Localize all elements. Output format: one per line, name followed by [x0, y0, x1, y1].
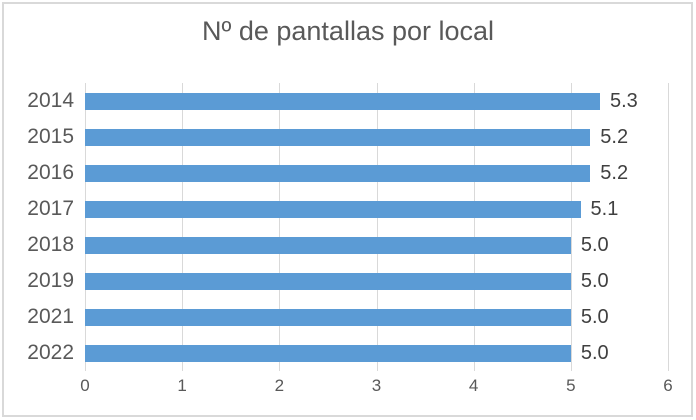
- data-label: 5.0: [580, 270, 609, 292]
- data-label: 5.2: [600, 162, 629, 184]
- data-label: 5.0: [580, 306, 609, 328]
- bar-2018: [85, 236, 571, 254]
- x-axis-tick-label: 2: [274, 376, 285, 395]
- y-axis-category-label: 2022: [27, 341, 74, 364]
- gridline-x6: [668, 83, 669, 371]
- gridline-x0: [85, 83, 86, 371]
- bar-2015: [85, 128, 591, 146]
- x-axis-tick-label: 4: [468, 376, 479, 395]
- x-axis-tick-label: 6: [663, 376, 673, 395]
- plot-area: [85, 83, 669, 371]
- bar-2017: [85, 200, 581, 218]
- y-axis-category-label: 2021: [27, 305, 74, 328]
- bar-2014: [85, 92, 600, 110]
- y-axis-category-label: 2019: [27, 269, 74, 292]
- y-axis-category-label: 2016: [27, 161, 74, 184]
- bar-2016: [85, 164, 591, 182]
- x-axis-tick-label: 5: [566, 376, 576, 395]
- data-label: 5.2: [600, 126, 629, 148]
- data-label: 5.1: [590, 198, 619, 220]
- bar-2021: [85, 308, 571, 326]
- bar-2022: [85, 344, 571, 362]
- gridline-x4: [473, 83, 475, 371]
- y-axis-category-label: 2014: [27, 89, 74, 112]
- chart-title: Nº de pantallas por local: [201, 16, 495, 46]
- data-label: 5.3: [609, 90, 638, 112]
- y-axis-category-label: 2015: [27, 125, 74, 148]
- gridline-x3: [376, 83, 378, 371]
- x-axis-tick-label: 1: [177, 376, 187, 395]
- gridline-x2: [279, 83, 281, 371]
- data-label: 5.0: [580, 342, 609, 364]
- y-axis-category-label: 2017: [27, 197, 74, 220]
- gridline-x5: [570, 83, 572, 371]
- data-label: 5.0: [580, 234, 609, 256]
- x-axis-tick-label: 0: [80, 376, 90, 395]
- y-axis-category-label: 2018: [27, 233, 74, 256]
- x-axis-tick-label: 3: [371, 376, 382, 395]
- bar-2019: [85, 272, 571, 290]
- gridline-x1: [182, 83, 184, 371]
